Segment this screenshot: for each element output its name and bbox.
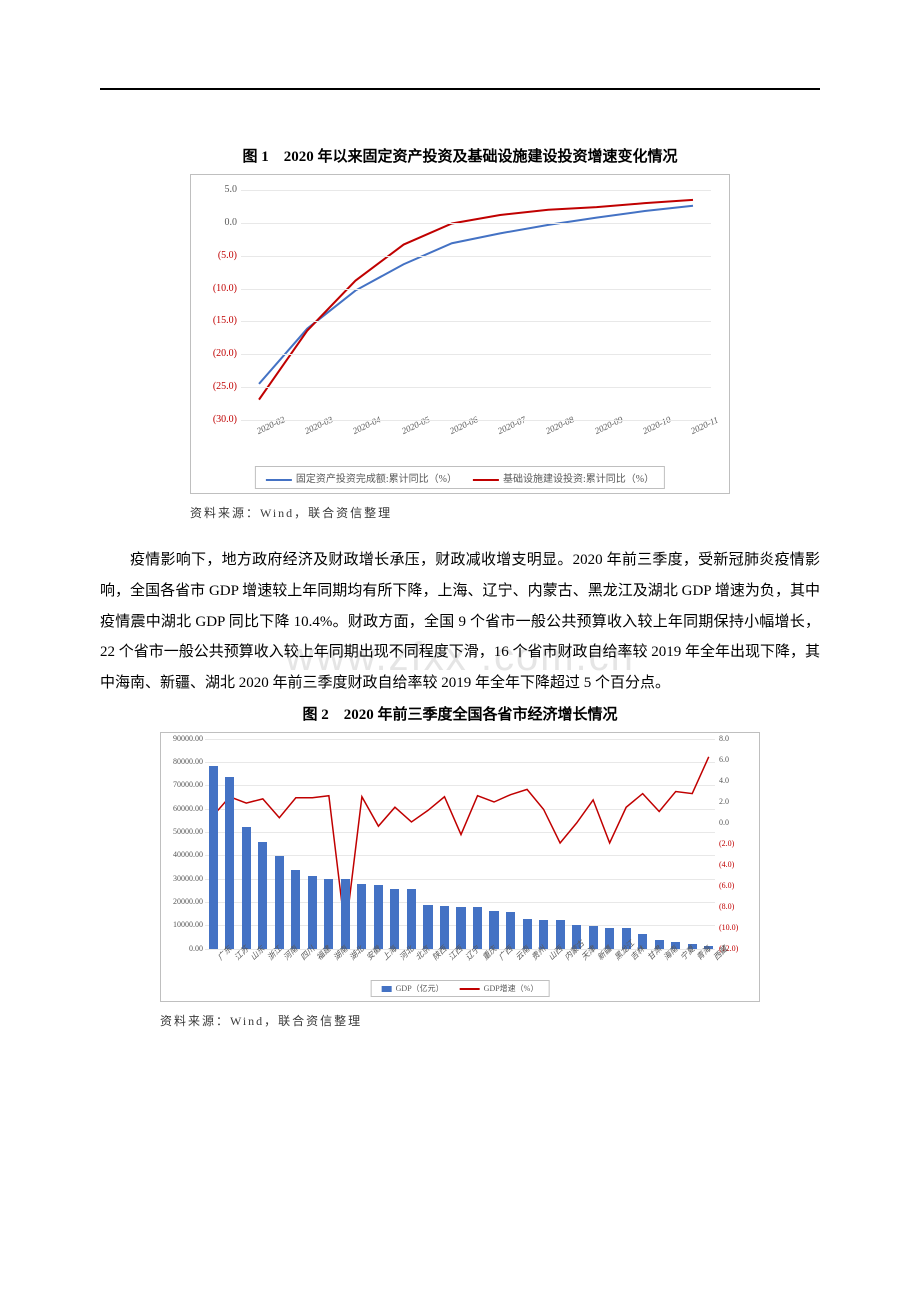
fig2-bar: [440, 906, 449, 949]
fig2-y-right-tick: (8.0): [719, 902, 757, 911]
fig2-y-left-tick: 90000.00: [163, 734, 203, 743]
fig2-y-left-tick: 20000.00: [163, 897, 203, 906]
fig2-bar: [473, 907, 482, 948]
fig2-legend-line: GDP增速（%）: [460, 983, 539, 994]
fig2-bar: [258, 842, 267, 949]
fig2-y-left-tick: 0.00: [163, 944, 203, 953]
fig1-y-tick: (10.0): [199, 283, 237, 294]
fig2-y-left-tick: 30000.00: [163, 874, 203, 883]
fig1-grid-line: [241, 223, 711, 224]
fig1-chart: 5.0 0.0 (5.0) (10.0) (15.0) (20.0) (25.0) (30.0…: [190, 174, 730, 494]
fig1-legend-item-2: 基础设施建设投资:累计同比（%）: [473, 470, 654, 485]
fig2-y-left-tick: 70000.00: [163, 780, 203, 789]
fig2-y-left-tick: 60000.00: [163, 804, 203, 813]
fig2-bar: [242, 827, 251, 949]
fig2-bar: [209, 766, 218, 949]
fig1-legend: 固定资产投资完成额:累计同比（%） 基础设施建设投资:累计同比（%）: [255, 466, 665, 489]
fig2-y-right-tick: 6.0: [719, 755, 757, 764]
fig1-grid-line: [241, 289, 711, 290]
fig2-bar: [390, 889, 399, 949]
fig2-bar: [308, 876, 317, 949]
fig2-y-left-tick: 50000.00: [163, 827, 203, 836]
fig2-title: 图 2 2020 年前三季度全国各省市经济增长情况: [100, 703, 820, 724]
fig2-bar: [275, 856, 284, 949]
fig2-plot: [205, 739, 715, 949]
fig2-y-right-tick: (4.0): [719, 860, 757, 869]
fig2-y-left-tick: 40000.00: [163, 850, 203, 859]
fig1-y-tick: (20.0): [199, 348, 237, 359]
fig2-bar: [324, 879, 333, 948]
fig2-legend: GDP（亿元） GDP增速（%）: [371, 980, 550, 997]
fig2-y-right-tick: 0.0: [719, 818, 757, 827]
fig2-bar: [225, 777, 234, 949]
fig2-bar: [291, 870, 300, 949]
fig2-y-right-tick: 2.0: [719, 797, 757, 806]
fig1-y-tick: (30.0): [199, 414, 237, 425]
fig2-y-right-tick: 8.0: [719, 734, 757, 743]
fig1-grid-line: [241, 190, 711, 191]
fig2-bar: [341, 879, 350, 948]
fig2-growth-line: [213, 757, 708, 932]
fig2-bar: [374, 885, 383, 949]
fig1-legend-item-1: 固定资产投资完成额:累计同比（%）: [266, 470, 457, 485]
body-paragraph: 疫情影响下，地方政府经济及财政增长承压，财政减收增支明显。2020 年前三季度，…: [100, 545, 820, 699]
fig1-grid-line: [241, 420, 711, 421]
fig1-y-tick: 0.0: [199, 217, 237, 228]
fig1-grid-line: [241, 256, 711, 257]
fig1-title: 图 1 2020 年以来固定资产投资及基础设施建设投资增速变化情况: [100, 145, 820, 166]
fig2-bar: [357, 884, 366, 949]
fig2-y-right-tick: (10.0): [719, 923, 757, 932]
fig2-y-right-tick: 4.0: [719, 776, 757, 785]
fig2-bar: [423, 905, 432, 949]
fig2-bar: [456, 907, 465, 948]
top-rule: [100, 88, 820, 90]
fig2-y-right-tick: (6.0): [719, 881, 757, 890]
fig2-source: 资料来源：Wind，联合资信整理: [160, 1012, 760, 1029]
fig1-y-tick: (25.0): [199, 381, 237, 392]
fig1-grid-line: [241, 321, 711, 322]
fig1-y-tick: (15.0): [199, 315, 237, 326]
fig1-series-line: [259, 200, 693, 400]
fig1-grid-line: [241, 354, 711, 355]
fig2-legend-bar: GDP（亿元）: [382, 983, 444, 994]
fig2-y-left-tick: 80000.00: [163, 757, 203, 766]
fig2-y-left-tick: 10000.00: [163, 920, 203, 929]
fig1-plot: [241, 190, 711, 420]
fig2-y-right-tick: (2.0): [719, 839, 757, 848]
fig2-bar: [407, 889, 416, 949]
fig1-y-tick: 5.0: [199, 184, 237, 195]
fig1-y-tick: (5.0): [199, 250, 237, 261]
fig1-series-line: [259, 206, 693, 384]
fig2-chart: 90000.00 80000.00 70000.00 60000.00 50000.00…: [160, 732, 760, 1002]
fig1-grid-line: [241, 387, 711, 388]
fig1-source: 资料来源：Wind，联合资信整理: [190, 504, 730, 521]
